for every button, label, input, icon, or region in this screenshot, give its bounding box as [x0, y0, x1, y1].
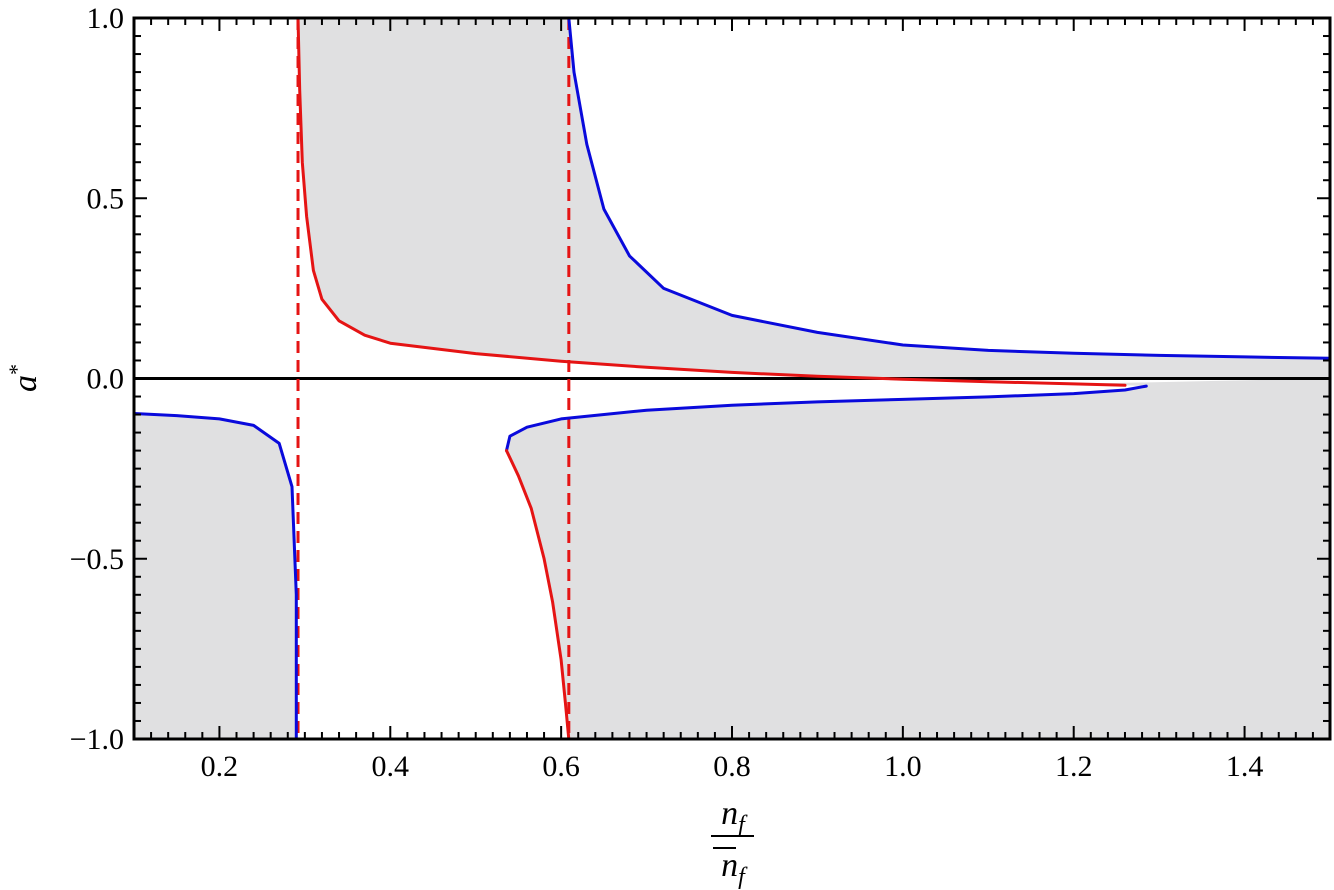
curve-3-blue: [567, 18, 1330, 360]
ticks: [134, 17, 1331, 740]
shaded-region-2: [298, 18, 1330, 380]
x-axis-label-numerator-sub: f: [738, 812, 748, 838]
y-tick-label: −0.5: [70, 543, 124, 576]
curve-1-blue: [134, 412, 298, 739]
x-tick-labels: 0.2 0.4 0.6 0.8 1.0 1.2 1.4: [201, 750, 1264, 783]
y-axis-label-base: a: [7, 375, 44, 392]
curve-2-red: [296, 18, 1127, 387]
curves: [134, 18, 1330, 739]
x-tick-label: 1.0: [884, 750, 922, 783]
svg-text:a*: a*: [4, 364, 44, 392]
x-axis-label-numerator: n: [721, 795, 738, 832]
shaded-region-3: [506, 378, 1330, 739]
y-axis-label: a*: [4, 364, 44, 392]
x-tick-label: 0.4: [372, 750, 410, 783]
curve-4-blue: [505, 384, 1148, 453]
x-axis-label-denominator: n: [721, 847, 738, 884]
x-tick-label: 0.6: [542, 750, 580, 783]
asymptote-lines: [296, 18, 571, 739]
x-tick-label: 0.8: [713, 750, 751, 783]
y-axis-label-sup: *: [4, 364, 29, 375]
curve-5-red: [505, 449, 571, 739]
y-tick-labels: −1.0 −0.5 0.0 0.5 1.0: [70, 2, 124, 756]
x-tick-label: 1.2: [1055, 750, 1093, 783]
svg-text:nf: nf: [721, 795, 748, 838]
x-axis-label: nf nf: [711, 795, 754, 890]
y-tick-label: 0.5: [87, 182, 125, 215]
x-tick-label: 0.2: [201, 750, 239, 783]
x-tick-label: 1.4: [1226, 750, 1264, 783]
x-axis-label-denominator-sub: f: [738, 864, 748, 890]
y-tick-label: 1.0: [87, 2, 125, 35]
y-tick-label: −1.0: [70, 723, 124, 756]
svg-text:nf: nf: [721, 847, 748, 890]
shaded-regions: [134, 18, 1330, 739]
y-tick-label: 0.0: [87, 363, 125, 396]
shaded-region-1: [134, 413, 297, 739]
